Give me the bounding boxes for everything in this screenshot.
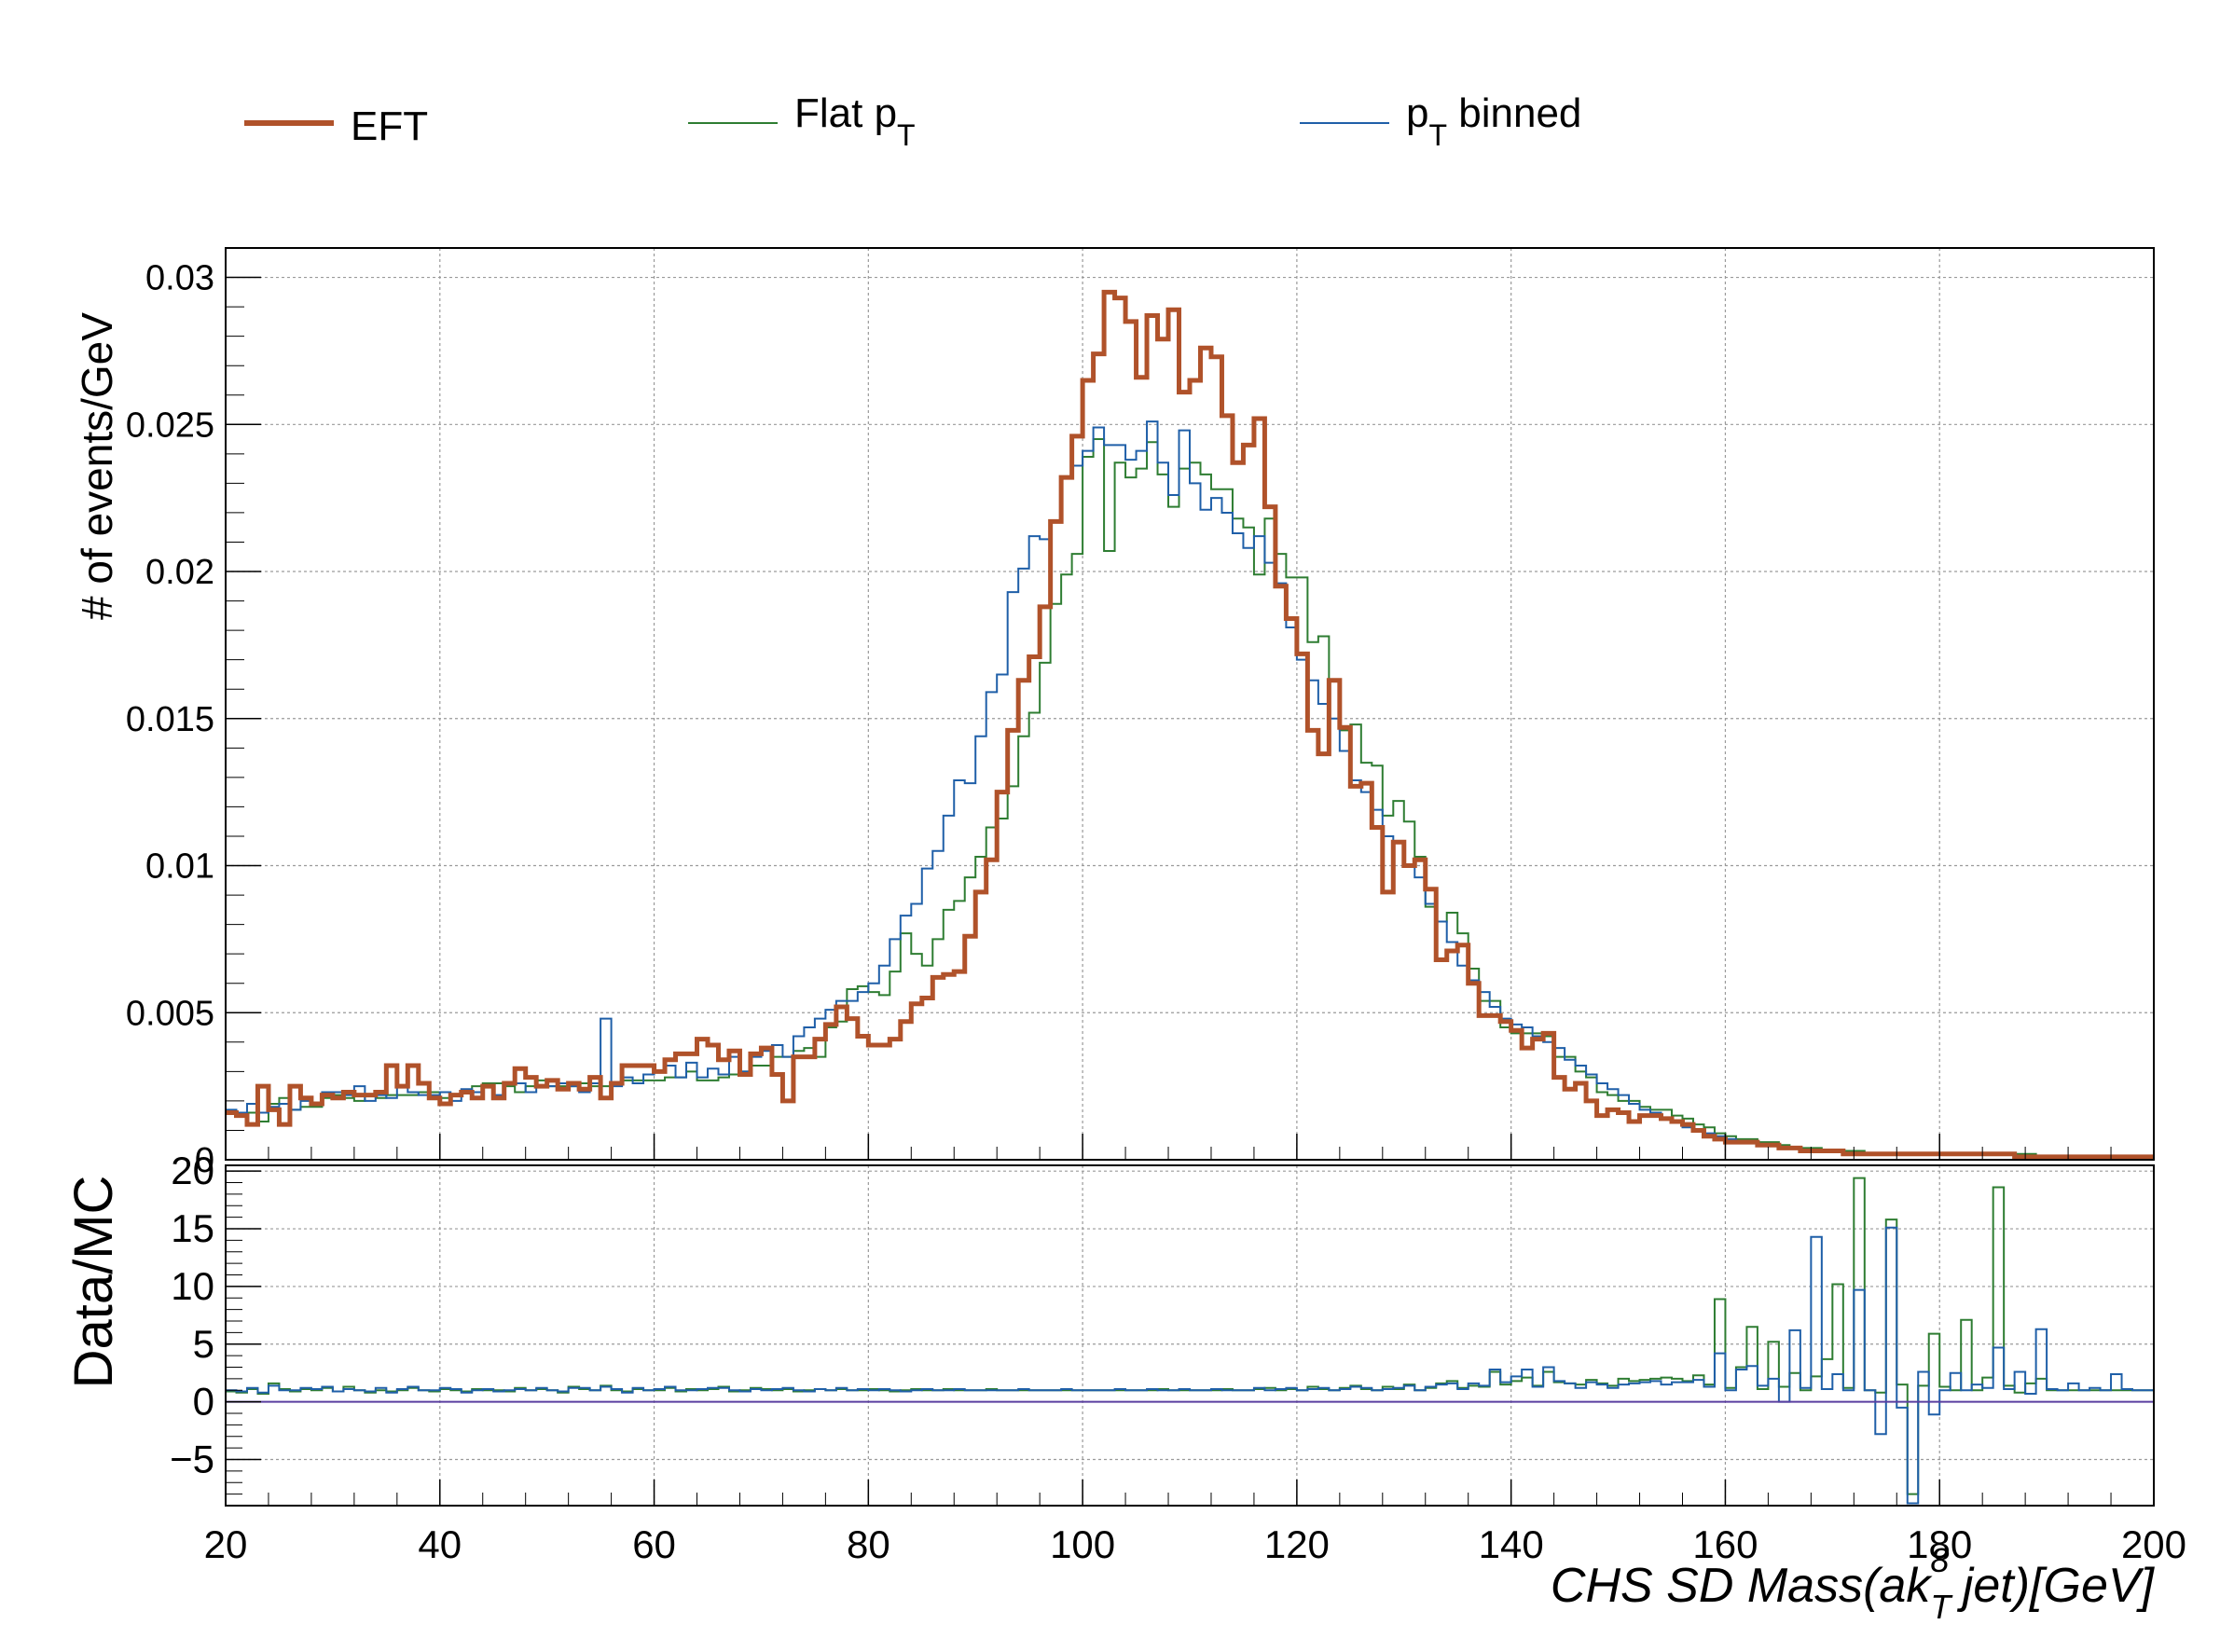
legend-label-sub: T [897,118,916,152]
legend-label-sub: T [1428,118,1447,152]
legend-label-suffix: binned [1447,90,1581,136]
ratio-plot-pad: 20 40 60 80 100 120 140 160 180 200 −5 0 5 10 15 20 [170,1149,2186,1566]
x-tick-label: 200 [2121,1522,2186,1566]
y-tick-label: 0.02 [145,553,214,592]
x-axis-title: CHS SD Mass(akT 8 jet)[GeV] [1551,1541,2156,1626]
x-tick-label: 160 [1692,1522,1758,1566]
x-tick-label: 100 [1050,1522,1115,1566]
x-axis-title-sup: 8 [1930,1541,1949,1579]
legend-label: EFT [351,103,428,149]
legend-label-main: Flat p [794,90,897,136]
y-tick-label: 0.025 [126,406,214,445]
y-tick-label: 10 [171,1264,214,1308]
series-flat-pt-histogram [226,438,2154,1158]
series-pt-binned-histogram [226,420,2154,1158]
main-plot-pad: 0 0.005 0.01 0.015 0.02 0.025 0.03 [126,247,2155,1180]
y-tick-label: 0.01 [145,847,214,887]
legend-label-main: p [1406,90,1428,136]
x-axis-title-tail: jet)[GeV] [1949,1559,2155,1613]
series-eft-histogram [226,289,2154,1160]
y-tick-label: 0 [193,1380,214,1424]
x-tick-label: 60 [632,1522,676,1566]
ratio-plot-ticks: 20 40 60 80 100 120 140 160 180 200 −5 0 5 10 15 20 [170,1149,2186,1566]
main-plot-series [226,289,2154,1160]
main-plot-ticks: 0 0.005 0.01 0.015 0.02 0.025 0.03 [126,247,2155,1180]
x-tick-label: 140 [1479,1522,1544,1566]
ratio-pt-binned-histogram [226,1226,2154,1505]
legend-label-main: EFT [351,103,428,149]
y-tick-label: −5 [170,1438,214,1481]
legend-label: Flat pT [794,90,916,152]
y-tick-label: 0.005 [126,994,214,1033]
y-tick-label: 5 [193,1322,214,1366]
y-tick-label: 0.03 [145,259,214,298]
x-axis-title-sub: T [1930,1588,1953,1626]
legend-label: pT binned [1406,90,1581,152]
x-tick-label: 120 [1264,1522,1330,1566]
legend: EFT Flat pT pT binned [244,90,1581,152]
y-tick-label: 15 [171,1206,214,1250]
y-tick-label: 20 [171,1149,214,1192]
ratio-y-axis-title: Data/MC [63,1176,124,1389]
y-tick-label: 0.015 [126,700,214,739]
ratio-plot-series [226,1177,2154,1505]
y-tick-label: 0 [195,1141,214,1180]
x-axis-title-main: CHS SD Mass(ak [1551,1559,1933,1613]
main-y-axis-title: # of events/GeV [73,312,121,620]
x-tick-label: 180 [1907,1522,1972,1566]
x-tick-label: 40 [418,1522,462,1566]
ratio-plot-frame [225,1164,2155,1507]
x-tick-label: 80 [847,1522,890,1566]
x-tick-label: 20 [204,1522,248,1566]
main-plot-frame [225,247,2155,1161]
